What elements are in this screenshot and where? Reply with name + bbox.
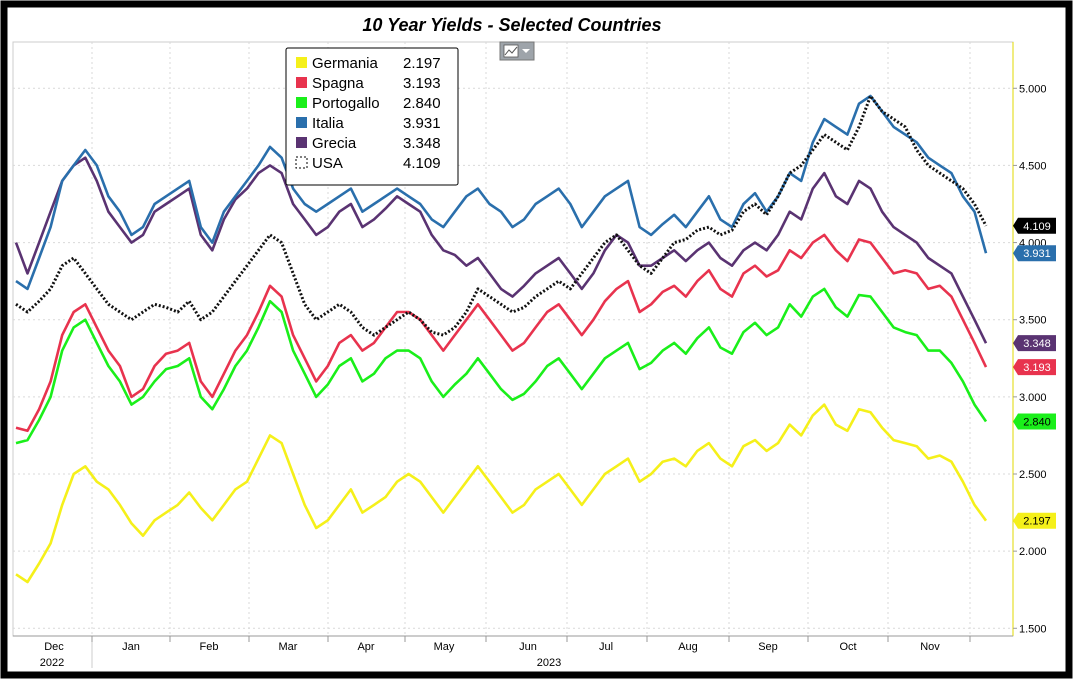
last-value-labels: 2.197 3.193 2.840 3.931 3.348 4.109: [1013, 217, 1056, 529]
x-tick-label: Jul: [599, 641, 613, 653]
y-tick-label: 1.500: [1019, 623, 1047, 635]
y-tick-label: 2.500: [1019, 469, 1047, 481]
series-line-grecia: [14, 156, 988, 344]
legend-value: 4.109: [403, 155, 441, 172]
last-value-badge: [1013, 512, 1056, 529]
x-tick-label: Jun: [519, 641, 537, 653]
last-value-text: 3.931: [1023, 248, 1051, 260]
series-line-spagna: [15, 233, 988, 433]
series-line-italia: [15, 94, 988, 291]
series-line-germania: [15, 403, 988, 584]
last-value-badge: [1013, 335, 1056, 352]
last-value-spagna: 3.193: [1013, 359, 1056, 376]
x-tick-label: Apr: [357, 641, 374, 653]
legend-label: Grecia: [312, 135, 357, 152]
last-value-badge: [1013, 413, 1056, 430]
legend-item-grecia: Grecia 3.348: [296, 135, 441, 152]
legend-item-italia: Italia 3.931: [296, 115, 441, 132]
x-tick-label: Jan: [122, 641, 140, 653]
last-value-italia: 3.931: [1013, 245, 1056, 262]
legend-item-germania: Germania 2.197: [296, 55, 441, 72]
chart-title: 10 Year Yields - Selected Countries: [362, 15, 661, 35]
legend-item-portogallo: Portogallo 2.840: [296, 95, 441, 112]
chart-type-button[interactable]: [499, 41, 535, 61]
legend-value: 3.348: [403, 135, 441, 152]
legend-item-spagna: Spagna 3.193: [296, 75, 441, 92]
x-tick-label: Aug: [678, 641, 698, 653]
legend-swatch: [296, 77, 307, 88]
legend-label: Spagna: [312, 75, 364, 92]
series-line-usa: [15, 94, 988, 337]
last-value-grecia: 3.348: [1013, 335, 1056, 352]
x-tick-label: Sep: [758, 641, 778, 653]
series-lines: [14, 94, 988, 584]
last-value-text: 3.193: [1023, 362, 1051, 374]
last-value-text: 2.840: [1023, 417, 1051, 429]
last-value-germania: 2.197: [1013, 512, 1056, 529]
x-axis: Dec Jan Feb Mar Apr May Jun Jul Aug Sep Oct Nov 2022…: [13, 635, 1013, 669]
x-tick-label: May: [434, 641, 455, 653]
legend-label: Italia: [312, 115, 344, 132]
x-tick-label: Mar: [279, 641, 298, 653]
legend-label: Germania: [312, 55, 379, 72]
x-year-label: 2022: [40, 657, 64, 669]
x-year-label: 2023: [537, 657, 561, 669]
legend-swatch: [296, 117, 307, 128]
legend-label: USA: [312, 155, 343, 172]
legend-item-usa: USA 4.109: [295, 155, 441, 172]
last-value-badge: [1013, 359, 1056, 376]
x-tick-label: Dec: [44, 641, 64, 653]
legend-label: Portogallo: [312, 95, 380, 112]
legend-swatch: [296, 97, 307, 108]
last-value-badge: [1013, 245, 1056, 262]
last-value-usa: 4.109: [1013, 217, 1056, 234]
last-value-text: 3.348: [1023, 338, 1051, 350]
y-tick-label: 3.500: [1019, 315, 1047, 327]
y-tick-label: 3.000: [1019, 392, 1047, 404]
legend-swatch: [296, 57, 307, 68]
y-tick-label: 5.000: [1019, 83, 1047, 95]
chevron-down-icon: [522, 49, 530, 53]
last-value-text: 4.109: [1023, 221, 1051, 233]
grid-lines: [13, 42, 1013, 636]
legend: Germania 2.197 Spagna 3.193 Portogallo 2.840 I…: [285, 47, 459, 186]
legend-value: 2.197: [403, 55, 441, 72]
y-tick-label: 2.000: [1019, 546, 1047, 558]
last-value-badge: [1013, 217, 1056, 234]
legend-swatch: [295, 156, 308, 169]
x-tick-label: Oct: [839, 641, 856, 653]
x-tick-label: Feb: [200, 641, 219, 653]
last-value-portogallo: 2.840: [1013, 413, 1056, 430]
legend-value: 2.840: [403, 95, 441, 112]
series-line-portogallo: [15, 287, 988, 445]
x-tick-label: Nov: [920, 641, 940, 653]
legend-value: 3.931: [403, 115, 441, 132]
line-chart-icon: [503, 44, 519, 58]
legend-swatch: [296, 137, 307, 148]
last-value-text: 2.197: [1023, 516, 1051, 528]
legend-value: 3.193: [403, 75, 441, 92]
y-tick-label: 4.500: [1019, 160, 1047, 172]
